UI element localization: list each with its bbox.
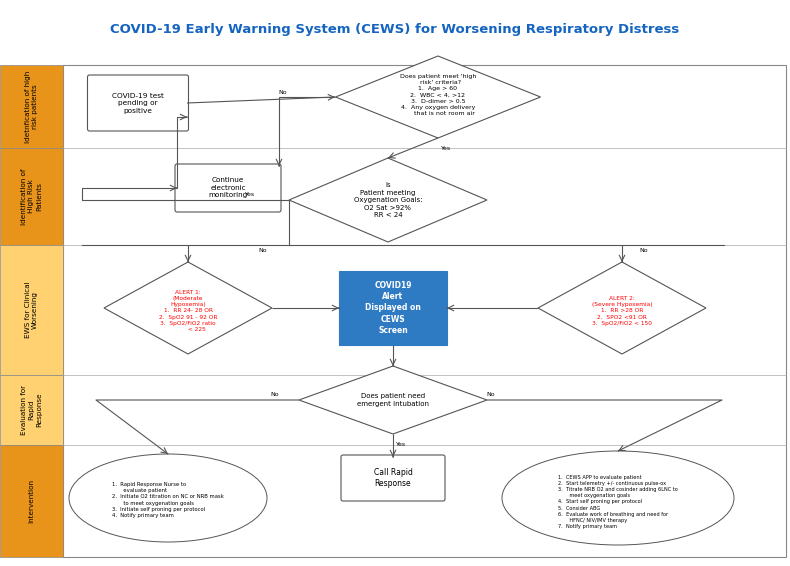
Text: EWS for Clinical
Worsening: EWS for Clinical Worsening <box>24 282 38 338</box>
FancyBboxPatch shape <box>341 455 445 501</box>
Text: 1.  Rapid Response Nurse to
       evaluate patient
2.  Initiate O2 titration on: 1. Rapid Response Nurse to evaluate pati… <box>112 482 224 518</box>
Text: Is
Patient meeting
Oxygenation Goals:
O2 Sat >92%
RR < 24: Is Patient meeting Oxygenation Goals: O2… <box>354 182 423 218</box>
Polygon shape <box>289 158 487 242</box>
Text: COVID-19 Early Warning System (CEWS) for Worsening Respiratory Distress: COVID-19 Early Warning System (CEWS) for… <box>111 24 679 36</box>
Polygon shape <box>299 366 487 434</box>
Text: Call Rapid
Response: Call Rapid Response <box>374 468 412 488</box>
Polygon shape <box>538 262 706 354</box>
Bar <box>339 271 447 345</box>
FancyBboxPatch shape <box>175 164 281 212</box>
Text: Idetnfication of high
risk patients: Idetnfication of high risk patients <box>24 70 38 143</box>
Ellipse shape <box>502 451 734 545</box>
Text: Yes: Yes <box>245 192 255 198</box>
Bar <box>0 245 63 375</box>
Text: Intervention: Intervention <box>28 479 35 523</box>
Text: No: No <box>487 392 495 397</box>
Polygon shape <box>336 56 540 138</box>
Text: Does patient need
emergent intubation: Does patient need emergent intubation <box>357 393 429 407</box>
Bar <box>0 445 63 557</box>
Text: Continue
electronic
monitoring: Continue electronic monitoring <box>209 178 247 199</box>
Bar <box>63 65 786 557</box>
Text: 1.  CEWS APP to evaluate patient
2.  Start telemetry +/- continuous pulse-ox
3. : 1. CEWS APP to evaluate patient 2. Start… <box>558 475 678 529</box>
Text: No: No <box>279 89 288 95</box>
Text: No: No <box>640 247 649 252</box>
Text: Does patient meet 'high
   risk' criteria?
1.  Age > 60
2.  WBC < 4, >12
3.  D-d: Does patient meet 'high risk' criteria? … <box>400 74 476 116</box>
Ellipse shape <box>69 454 267 542</box>
Text: COVID-19 test
pending or
positive: COVID-19 test pending or positive <box>112 92 164 114</box>
Text: Yes: Yes <box>396 441 406 447</box>
Text: COVID19
Alert
Displayed on
CEWS
Screen: COVID19 Alert Displayed on CEWS Screen <box>365 281 421 335</box>
Bar <box>0 148 63 245</box>
Text: Identification of
High Risk
Patients: Identification of High Risk Patients <box>21 168 42 225</box>
Bar <box>0 65 63 148</box>
Bar <box>0 375 63 445</box>
Text: No: No <box>258 247 267 252</box>
Polygon shape <box>104 262 272 354</box>
Text: Evaluation for
Rapid
Response: Evaluation for Rapid Response <box>21 385 42 435</box>
Text: No: No <box>271 392 280 397</box>
FancyBboxPatch shape <box>88 75 189 131</box>
Text: ALERT 1:
(Moderate
Hypoxemia)
1.  RR 24- 28 OR
2.  SpO2 91 - 92 OR
3.  SpO2/FiO2: ALERT 1: (Moderate Hypoxemia) 1. RR 24- … <box>159 290 217 332</box>
Text: Yes: Yes <box>441 147 451 152</box>
Text: ALERT 2:
(Severe Hypoxemia)
1.  RR >28 OR
2.  SPO2 <91 OR
3.  SpO2/FiO2 < 150: ALERT 2: (Severe Hypoxemia) 1. RR >28 OR… <box>592 296 653 326</box>
